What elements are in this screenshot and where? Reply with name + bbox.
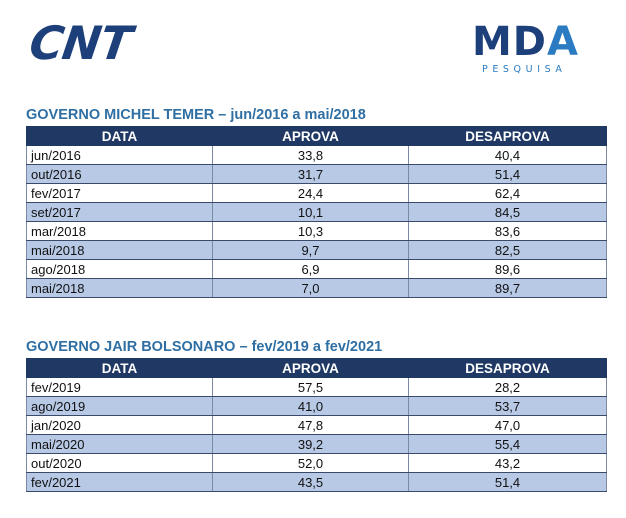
table-row: jun/2016 33,8 40,4	[26, 145, 607, 165]
column-header-data: DATA	[26, 126, 213, 146]
cell-aprova: 6,9	[212, 259, 409, 279]
approval-table-bolsonaro: DATA APROVA DESAPROVA fev/2019 57,5 28,2…	[26, 358, 607, 492]
cell-desaprova: 89,6	[408, 259, 607, 279]
table-header-row: DATA APROVA DESAPROVA	[26, 358, 607, 378]
table-row: set/2017 10,1 84,5	[26, 202, 607, 222]
table-row: out/2016 31,7 51,4	[26, 164, 607, 184]
section-title-temer: GOVERNO MICHEL TEMER – jun/2016 a mai/20…	[26, 107, 366, 123]
cell-desaprova: 43,2	[408, 453, 607, 473]
cell-aprova: 33,8	[212, 145, 409, 165]
cell-aprova: 47,8	[212, 415, 409, 435]
cell-desaprova: 40,4	[408, 145, 607, 165]
cell-desaprova: 28,2	[408, 377, 607, 397]
column-header-desaprova: DESAPROVA	[408, 358, 607, 378]
mda-logo-subtitle: PESQUISA	[482, 64, 567, 75]
cell-desaprova: 51,4	[408, 472, 607, 492]
cell-aprova: 43,5	[212, 472, 409, 492]
cell-date: jun/2016	[26, 145, 213, 165]
section-title-bolsonaro: GOVERNO JAIR BOLSONARO – fev/2019 a fev/…	[26, 339, 383, 355]
cell-date: fev/2017	[26, 183, 213, 203]
cell-aprova: 41,0	[212, 396, 409, 416]
column-header-aprova: APROVA	[212, 126, 409, 146]
cell-date: out/2016	[26, 164, 213, 184]
mda-logo-wordmark: MDA	[472, 19, 579, 65]
cell-aprova: 7,0	[212, 278, 409, 298]
cell-aprova: 57,5	[212, 377, 409, 397]
approval-table-temer: DATA APROVA DESAPROVA jun/2016 33,8 40,4…	[26, 126, 607, 298]
cell-date: out/2020	[26, 453, 213, 473]
cell-date: fev/2019	[26, 377, 213, 397]
cell-aprova: 10,1	[212, 202, 409, 222]
cell-date: jan/2020	[26, 415, 213, 435]
table-row: ago/2019 41,0 53,7	[26, 396, 607, 416]
cell-desaprova: 84,5	[408, 202, 607, 222]
cell-desaprova: 53,7	[408, 396, 607, 416]
cell-aprova: 52,0	[212, 453, 409, 473]
cell-desaprova: 89,7	[408, 278, 607, 298]
cell-date: mar/2018	[26, 221, 213, 241]
column-header-aprova: APROVA	[212, 358, 409, 378]
cell-desaprova: 55,4	[408, 434, 607, 454]
cell-desaprova: 82,5	[408, 240, 607, 260]
table-row: fev/2017 24,4 62,4	[26, 183, 607, 203]
table-row: mai/2020 39,2 55,4	[26, 434, 607, 454]
cell-desaprova: 83,6	[408, 221, 607, 241]
cell-date: set/2017	[26, 202, 213, 222]
table-row: ago/2018 6,9 89,6	[26, 259, 607, 279]
cell-date: mai/2018	[26, 240, 213, 260]
cell-aprova: 31,7	[212, 164, 409, 184]
table-row: fev/2021 43,5 51,4	[26, 472, 607, 492]
mda-pesquisa-logo: MDA PESQUISA	[472, 22, 590, 75]
cell-date: fev/2021	[26, 472, 213, 492]
cell-date: mai/2018	[26, 278, 213, 298]
column-header-data: DATA	[26, 358, 213, 378]
cell-date: ago/2019	[26, 396, 213, 416]
table-row: mar/2018 10,3 83,6	[26, 221, 607, 241]
cell-aprova: 24,4	[212, 183, 409, 203]
cnt-logo: CNT	[26, 16, 135, 70]
cell-aprova: 39,2	[212, 434, 409, 454]
table-row: out/2020 52,0 43,2	[26, 453, 607, 473]
cell-desaprova: 47,0	[408, 415, 607, 435]
table-row: mai/2018 7,0 89,7	[26, 278, 607, 298]
cell-desaprova: 62,4	[408, 183, 607, 203]
cell-date: ago/2018	[26, 259, 213, 279]
cell-aprova: 9,7	[212, 240, 409, 260]
column-header-desaprova: DESAPROVA	[408, 126, 607, 146]
table-row: fev/2019 57,5 28,2	[26, 377, 607, 397]
table-row: jan/2020 47,8 47,0	[26, 415, 607, 435]
table-row: mai/2018 9,7 82,5	[26, 240, 607, 260]
cell-desaprova: 51,4	[408, 164, 607, 184]
cell-aprova: 10,3	[212, 221, 409, 241]
table-header-row: DATA APROVA DESAPROVA	[26, 126, 607, 146]
cell-date: mai/2020	[26, 434, 213, 454]
